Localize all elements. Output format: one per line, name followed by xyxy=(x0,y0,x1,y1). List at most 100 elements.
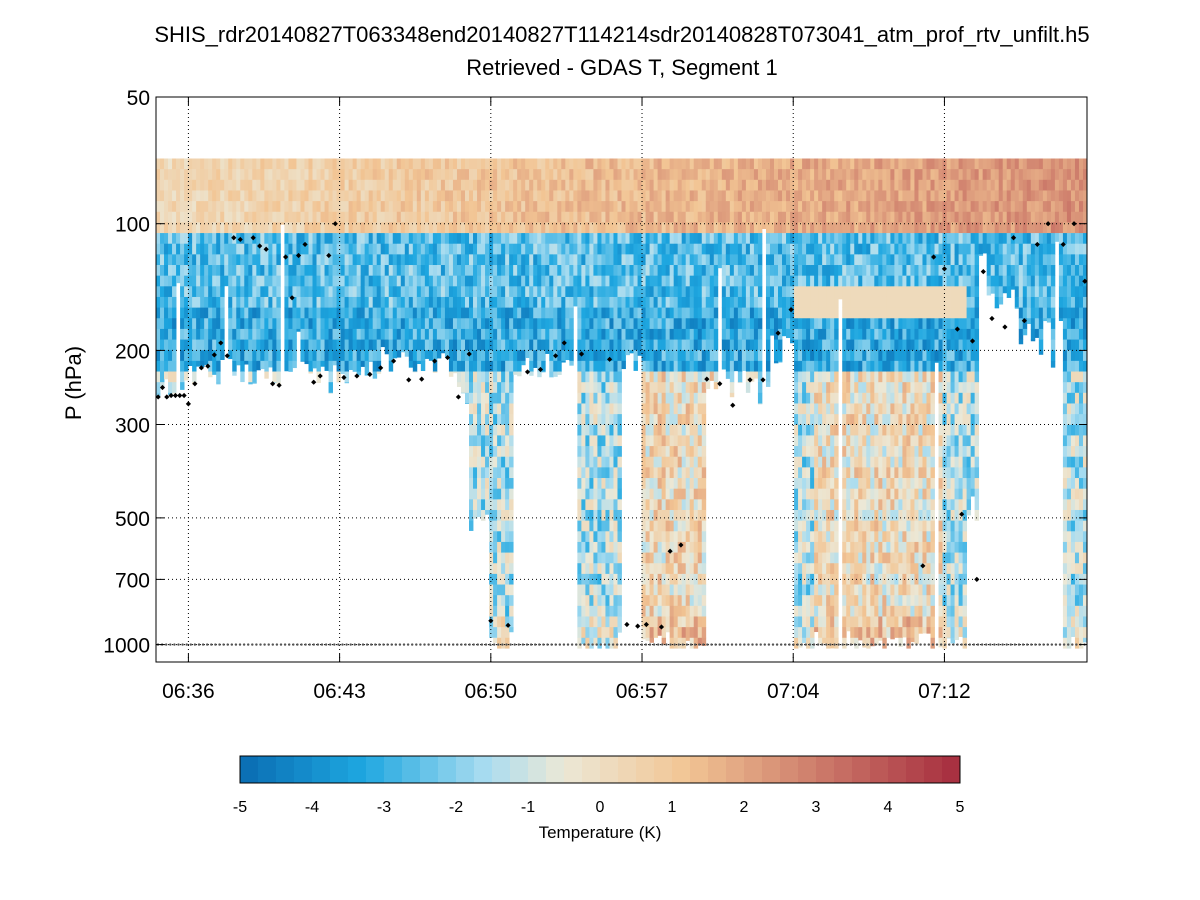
heatmap-cell xyxy=(705,222,711,234)
heatmap-cell xyxy=(621,318,626,330)
heatmap-cell xyxy=(436,275,442,287)
heatmap-cell xyxy=(505,190,510,202)
heatmap-cell xyxy=(790,158,795,170)
heatmap-cell xyxy=(188,201,193,213)
heatmap-cell xyxy=(617,478,622,490)
heatmap-cell xyxy=(697,350,703,362)
heatmap-cell xyxy=(858,541,863,553)
heatmap-cell xyxy=(842,169,847,181)
heatmap-cell xyxy=(344,169,350,181)
heatmap-cell xyxy=(448,158,454,170)
heatmap-cell xyxy=(802,531,807,543)
heatmap-cell xyxy=(541,201,546,213)
heatmap-cell xyxy=(416,318,422,330)
heatmap-cell xyxy=(858,435,863,447)
heatmap-cell xyxy=(657,424,663,436)
heatmap-cell xyxy=(465,158,470,170)
heatmap-cell xyxy=(240,275,245,287)
heatmap-cell xyxy=(352,222,358,234)
heatmap-cell xyxy=(477,339,482,351)
heatmap-cell xyxy=(477,222,482,234)
heatmap-cell xyxy=(862,296,867,309)
heatmap-cell xyxy=(384,233,390,245)
heatmap-cell xyxy=(505,158,510,170)
heatmap-cell xyxy=(348,222,354,234)
heatmap-cell xyxy=(440,233,446,245)
heatmap-cell xyxy=(862,233,867,245)
heatmap-cell xyxy=(388,307,394,319)
heatmap-cell xyxy=(436,254,442,266)
heatmap-cell xyxy=(677,307,683,319)
heatmap-cell xyxy=(846,467,851,479)
heatmap-cell xyxy=(810,637,815,649)
heatmap-cell xyxy=(240,265,245,277)
heatmap-cell xyxy=(818,371,823,383)
heatmap-cell xyxy=(565,350,570,361)
heatmap-cell xyxy=(581,509,586,522)
heatmap-cell xyxy=(729,243,735,255)
heatmap-cell xyxy=(653,158,659,170)
heatmap-cell xyxy=(834,275,839,287)
heatmap-cell xyxy=(846,233,851,245)
heatmap-cell xyxy=(308,265,313,277)
heatmap-cell xyxy=(609,296,614,309)
heatmap-cell xyxy=(400,211,406,223)
heatmap-cell xyxy=(862,265,867,277)
heatmap-cell xyxy=(850,360,855,372)
heatmap-cell xyxy=(709,339,715,351)
heatmap-cell xyxy=(581,275,586,287)
heatmap-cell xyxy=(669,392,675,404)
heatmap-cell xyxy=(541,350,546,362)
heatmap-cell xyxy=(802,563,807,575)
heatmap-cell xyxy=(669,488,675,500)
heatmap-cell xyxy=(822,424,827,436)
heatmap-cell xyxy=(609,254,614,266)
heatmap-cell xyxy=(810,350,815,362)
heatmap-cell xyxy=(465,190,470,202)
heatmap-cell xyxy=(802,296,807,309)
heatmap-cell xyxy=(757,360,763,372)
heatmap-cell xyxy=(288,286,293,298)
heatmap-cell xyxy=(669,296,675,309)
heatmap-cell xyxy=(697,158,703,170)
heatmap-cell xyxy=(400,307,406,319)
heatmap-cell xyxy=(493,360,498,372)
heatmap-cell xyxy=(517,275,522,287)
heatmap-cell xyxy=(717,254,723,266)
heatmap-cell xyxy=(176,275,181,284)
heatmap-cell xyxy=(814,403,819,415)
heatmap-cell xyxy=(517,328,522,340)
heatmap-cell xyxy=(858,222,863,234)
heatmap-cell xyxy=(613,296,618,309)
heatmap-cell xyxy=(810,499,815,511)
heatmap-cell xyxy=(842,584,847,596)
heatmap-cell xyxy=(436,307,442,319)
heatmap-cell xyxy=(248,328,253,340)
heatmap-cell xyxy=(677,627,683,639)
heatmap-cell xyxy=(665,605,671,617)
heatmap-cell xyxy=(412,286,418,298)
heatmap-cell xyxy=(565,169,570,181)
heatmap-cell xyxy=(316,169,321,181)
heatmap-cell xyxy=(677,371,683,383)
heatmap-cell xyxy=(288,201,293,213)
heatmap-cell xyxy=(440,318,446,330)
heatmap-cell xyxy=(304,339,309,351)
heatmap-cell xyxy=(605,382,610,394)
heatmap-cell xyxy=(184,296,189,309)
heatmap-cell xyxy=(392,190,398,202)
heatmap-cell xyxy=(613,371,618,383)
heatmap-cell xyxy=(617,424,622,436)
heatmap-cell xyxy=(613,435,618,447)
heatmap-cell xyxy=(456,328,462,340)
heatmap-cell xyxy=(597,382,602,394)
heatmap-cell xyxy=(790,243,795,255)
heatmap-cell xyxy=(794,531,799,543)
heatmap-cell xyxy=(858,595,863,607)
heatmap-cell xyxy=(782,222,787,234)
heatmap-cell xyxy=(697,169,703,181)
heatmap-cell xyxy=(765,286,771,298)
heatmap-cell xyxy=(180,286,185,298)
heatmap-cell xyxy=(601,211,606,223)
heatmap-cell xyxy=(448,169,454,181)
